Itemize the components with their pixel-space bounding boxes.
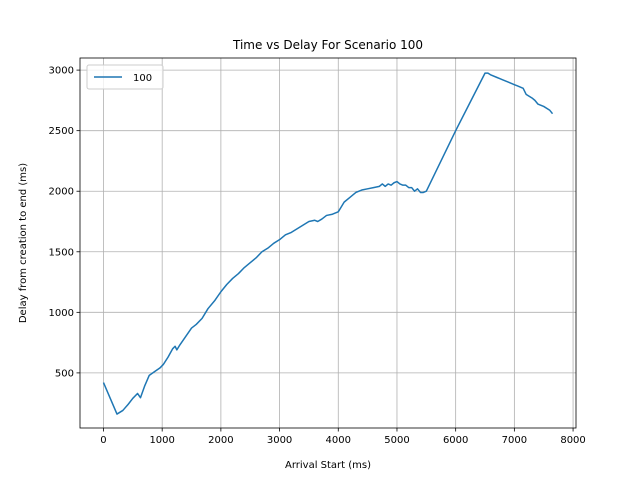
x-tick-label: 3000 — [267, 435, 292, 446]
x-tick-label: 0 — [100, 435, 106, 446]
grid — [80, 58, 576, 428]
y-axis: 500 1000 1500 2000 2500 3000 — [49, 66, 80, 379]
chart-title: Time vs Delay For Scenario 100 — [232, 38, 423, 52]
y-tick-label: 2500 — [49, 126, 74, 137]
x-tick-label: 6000 — [443, 435, 468, 446]
series-line — [102, 72, 554, 415]
x-axis-label: Arrival Start (ms) — [285, 460, 371, 471]
y-axis-label: Delay from creation to end (ms) — [18, 163, 29, 323]
legend: 100 — [86, 64, 164, 90]
legend-label: 100 — [133, 73, 152, 84]
x-axis: 0 1000 2000 3000 4000 5000 6000 7000 8000 — [100, 428, 586, 446]
x-tick-label: 4000 — [326, 435, 351, 446]
x-tick-label: 2000 — [208, 435, 233, 446]
x-tick-label: 8000 — [560, 435, 585, 446]
y-tick-label: 1500 — [49, 247, 74, 258]
legend-box — [86, 64, 164, 90]
series-layer — [102, 72, 554, 415]
y-tick-label: 1000 — [49, 308, 74, 319]
y-tick-label: 500 — [55, 368, 74, 379]
x-tick-label: 1000 — [149, 435, 174, 446]
x-tick-label: 7000 — [502, 435, 527, 446]
y-tick-label: 2000 — [49, 187, 74, 198]
plot-frame — [79, 57, 577, 429]
y-tick-label: 3000 — [49, 66, 74, 77]
x-tick-label: 5000 — [384, 435, 409, 446]
